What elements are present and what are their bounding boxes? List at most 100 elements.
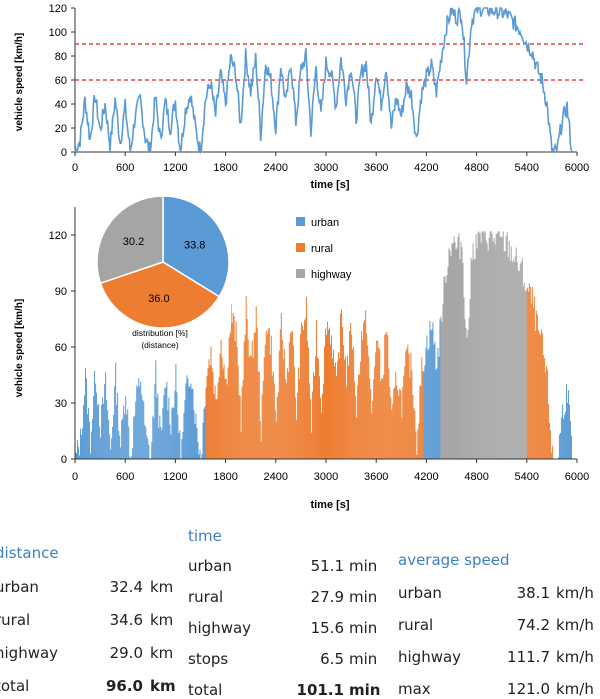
speed-bar-rural	[298, 379, 300, 459]
speed-bar-rural	[286, 368, 288, 459]
speed-bar-highway	[511, 262, 513, 459]
top-x-tick-label: 2400	[264, 162, 288, 174]
speed-bar-urban	[570, 435, 572, 459]
speed-bar-highway	[446, 275, 448, 459]
dist-row-label: rural	[0, 611, 31, 629]
speed-bar-rural	[369, 378, 371, 459]
top-y-tick-label: 0	[61, 147, 67, 159]
speed-bar-urban	[119, 435, 121, 459]
top-x-tick-label: 4200	[414, 162, 438, 174]
speed-bar-urban	[101, 404, 103, 459]
speed-bar-urban	[129, 456, 131, 459]
avg-row-unit: km/h	[556, 616, 594, 634]
speed-bar-rural	[391, 409, 393, 459]
speed-bar-rural	[334, 366, 336, 459]
speed-bar-rural	[284, 379, 286, 459]
speed-bar-rural	[232, 312, 234, 459]
speed-bar-urban	[196, 427, 198, 459]
speed-bar-rural	[344, 359, 346, 459]
speed-bar-urban	[166, 381, 168, 459]
speed-bar-urban	[434, 341, 436, 459]
speed-bar-rural	[255, 306, 257, 459]
speed-bar-urban	[146, 435, 148, 459]
average-speed-table-title: average speed	[398, 551, 510, 569]
speed-bar-urban	[558, 434, 560, 459]
speed-bar-rural	[339, 358, 341, 459]
speed-bar-highway	[518, 271, 520, 459]
speed-bar-rural	[231, 323, 233, 459]
speed-bar-urban	[109, 434, 111, 459]
speed-bar-rural	[235, 321, 237, 459]
speed-bar-urban	[190, 383, 192, 459]
speed-bar-highway	[519, 263, 521, 459]
speed-bar-rural	[374, 366, 376, 459]
speed-bar-rural	[271, 375, 273, 459]
speed-bar-rural	[223, 364, 225, 459]
speed-bar-urban	[144, 425, 146, 459]
speed-bar-urban	[107, 410, 109, 459]
speed-bar-urban	[156, 397, 158, 459]
speed-bar-rural	[317, 358, 319, 459]
speed-bar-rural	[542, 355, 544, 459]
speed-bar-rural	[337, 361, 339, 459]
speed-bar-rural	[395, 372, 397, 459]
speed-bar-rural	[287, 372, 289, 459]
speed-bar-urban	[147, 438, 149, 459]
speed-bar-highway	[450, 256, 452, 459]
speed-bar-highway	[453, 236, 455, 459]
speed-bar-highway	[474, 258, 476, 459]
distance-table-title: distance	[0, 544, 59, 562]
speed-bar-urban	[179, 430, 181, 459]
speed-bar-rural	[406, 348, 408, 459]
speed-bar-rural	[534, 330, 536, 459]
speed-bar-highway	[499, 236, 501, 459]
legend-swatch-urban	[296, 217, 305, 226]
speed-bar-rural	[301, 325, 303, 459]
speed-bar-rural	[230, 304, 232, 459]
speed-bar-urban	[567, 390, 569, 459]
speed-line-series	[74, 6, 573, 155]
speed-bar-urban	[132, 447, 134, 459]
speed-bar-rural	[352, 349, 354, 459]
speed-bar-rural	[348, 365, 350, 459]
legend: urban rural highway	[296, 217, 352, 281]
speed-bar-rural	[297, 367, 299, 459]
speed-bar-urban	[89, 421, 91, 459]
speed-bar-rural	[530, 303, 532, 459]
bottom-x-tick-label: 1800	[213, 471, 237, 483]
speed-bar-rural	[269, 354, 271, 459]
speed-bar-rural	[321, 393, 323, 459]
speed-bar-rural	[539, 335, 541, 459]
avg-row-unit: km/h	[556, 648, 594, 666]
speed-bar-rural	[409, 377, 411, 459]
speed-bar-highway	[457, 237, 459, 459]
speed-bar-rural	[333, 349, 335, 459]
speed-bar-urban	[122, 418, 124, 459]
speed-bar-urban	[562, 418, 564, 459]
speed-bar-rural	[408, 354, 410, 459]
speed-bar-rural	[236, 347, 238, 459]
speed-bar-rural	[376, 340, 378, 459]
speed-bar-urban	[78, 446, 80, 459]
speed-bar-rural	[213, 394, 215, 459]
speed-bar-rural	[527, 291, 529, 459]
speed-bar-urban	[187, 378, 189, 459]
speed-bar-highway	[452, 243, 454, 459]
speed-bar-rural	[420, 385, 422, 459]
speed-bar-urban	[142, 400, 144, 459]
speed-bar-rural	[546, 369, 548, 459]
speed-bar-rural	[288, 342, 290, 459]
speed-bar-rural	[260, 441, 262, 459]
speed-bar-highway	[460, 242, 462, 459]
time-row-unit: min	[349, 650, 378, 668]
speed-bar-rural	[296, 392, 298, 459]
speed-bar-highway	[497, 231, 499, 459]
dist-row-unit: km	[150, 578, 174, 596]
speed-bar-highway	[484, 231, 486, 459]
speed-bar-highway	[481, 231, 483, 459]
dist-row-value: 29.0	[109, 644, 143, 662]
speed-bar-rural	[274, 410, 276, 459]
speed-bar-urban	[177, 414, 179, 459]
speed-bar-highway	[471, 260, 473, 459]
speed-bar-highway	[492, 241, 494, 459]
